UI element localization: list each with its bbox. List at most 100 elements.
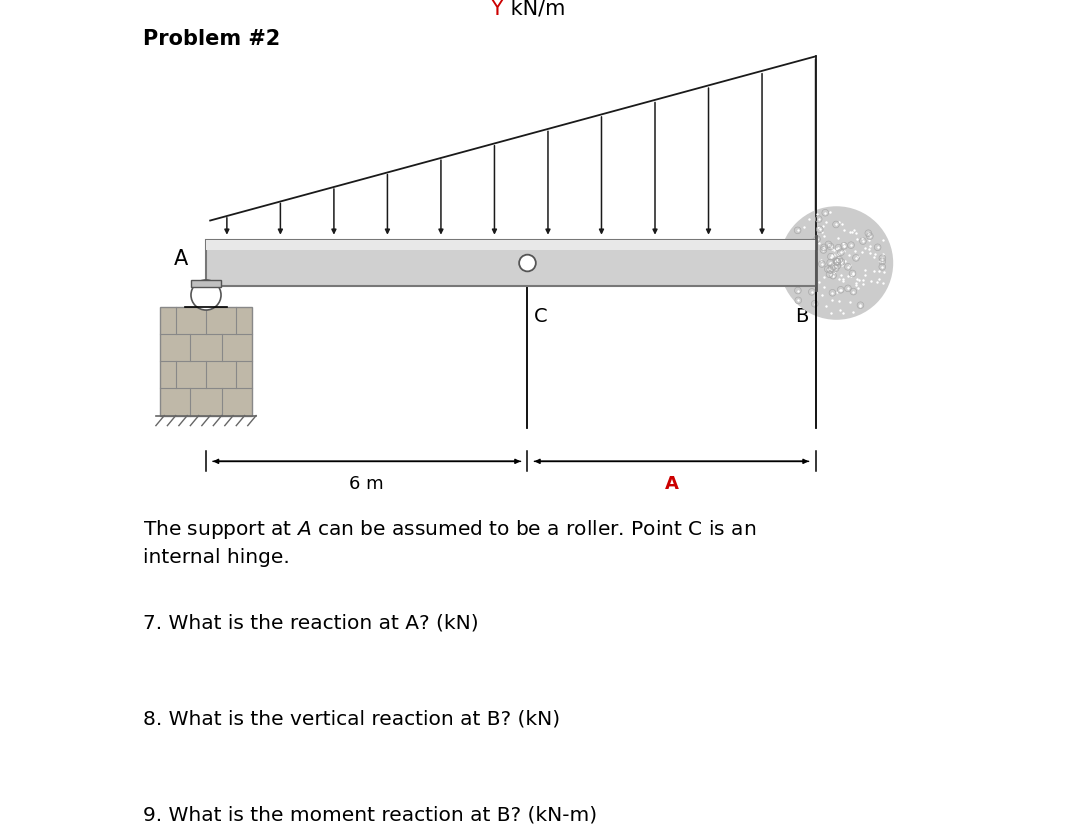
Text: A: A xyxy=(664,474,678,493)
Point xyxy=(836,223,853,236)
Point xyxy=(823,261,840,275)
Point xyxy=(800,256,818,269)
Point xyxy=(868,276,886,289)
Point xyxy=(789,284,807,297)
Point xyxy=(860,242,877,256)
Point xyxy=(831,256,848,270)
Point xyxy=(821,205,838,219)
Point xyxy=(825,266,842,279)
Point xyxy=(796,241,813,255)
Circle shape xyxy=(519,255,536,271)
Point xyxy=(843,225,861,239)
Point xyxy=(862,275,879,288)
Point xyxy=(831,294,848,307)
Point xyxy=(869,265,887,278)
Point xyxy=(805,275,822,288)
Point xyxy=(828,254,846,267)
Point xyxy=(851,300,868,313)
Point xyxy=(823,257,840,271)
Point xyxy=(845,267,862,281)
Point xyxy=(874,255,891,268)
Point xyxy=(785,240,802,253)
Point xyxy=(828,256,846,269)
Point xyxy=(782,275,799,288)
Point xyxy=(854,235,872,248)
Point xyxy=(801,279,819,292)
Bar xyxy=(206,240,815,286)
Point xyxy=(828,259,846,272)
Point xyxy=(828,252,846,266)
Point xyxy=(823,248,840,261)
Point xyxy=(807,243,824,256)
Point xyxy=(813,288,831,301)
Point xyxy=(828,257,846,271)
Point xyxy=(840,248,858,261)
Point xyxy=(828,255,846,268)
Point xyxy=(846,224,863,237)
Bar xyxy=(206,240,815,250)
Point xyxy=(796,220,813,234)
Point xyxy=(829,251,847,265)
Point xyxy=(812,254,829,267)
Point xyxy=(849,273,866,286)
Point xyxy=(835,275,852,288)
Text: Y: Y xyxy=(489,0,502,19)
Point xyxy=(808,208,825,221)
Point xyxy=(836,245,853,258)
Text: 7. What is the reaction at A? (kN): 7. What is the reaction at A? (kN) xyxy=(144,614,480,633)
Point xyxy=(815,240,833,254)
Point xyxy=(861,233,878,246)
Point xyxy=(828,256,846,269)
Point xyxy=(832,284,849,297)
Point xyxy=(804,286,821,299)
Point xyxy=(827,218,845,231)
Point xyxy=(806,259,823,272)
Point xyxy=(782,271,799,284)
Point xyxy=(811,276,828,289)
Point xyxy=(856,268,874,281)
Text: B: B xyxy=(796,306,809,326)
Point xyxy=(831,303,848,316)
Point xyxy=(833,245,850,259)
Point xyxy=(836,240,853,253)
Point xyxy=(818,299,835,312)
Point xyxy=(805,261,822,275)
Point xyxy=(829,248,847,261)
Point xyxy=(875,276,892,290)
Point xyxy=(854,273,872,286)
Text: kN/m: kN/m xyxy=(504,0,566,19)
Point xyxy=(792,256,809,269)
Point xyxy=(856,241,874,255)
Circle shape xyxy=(780,206,893,320)
Point xyxy=(810,220,827,234)
Point xyxy=(851,274,868,287)
Bar xyxy=(191,280,221,287)
Point xyxy=(827,256,845,270)
Point xyxy=(865,250,882,264)
Point xyxy=(785,262,802,276)
Point xyxy=(815,230,833,243)
Point xyxy=(823,256,840,270)
Point xyxy=(825,243,842,256)
Point xyxy=(807,259,824,272)
Text: C: C xyxy=(535,306,548,326)
Point xyxy=(848,227,865,240)
Point xyxy=(796,247,813,261)
Point xyxy=(823,294,840,307)
Point xyxy=(848,251,865,265)
Point xyxy=(824,250,841,263)
Point xyxy=(799,275,816,288)
Point xyxy=(839,281,856,295)
Point xyxy=(797,256,814,269)
Point xyxy=(827,255,845,268)
Point xyxy=(841,225,859,239)
Point xyxy=(811,223,828,236)
Point xyxy=(820,262,837,276)
Point xyxy=(842,239,860,252)
Point xyxy=(814,243,832,256)
Point xyxy=(874,233,891,246)
Point xyxy=(827,258,845,271)
Point xyxy=(827,255,845,268)
Point xyxy=(792,260,809,273)
Point xyxy=(848,233,865,246)
